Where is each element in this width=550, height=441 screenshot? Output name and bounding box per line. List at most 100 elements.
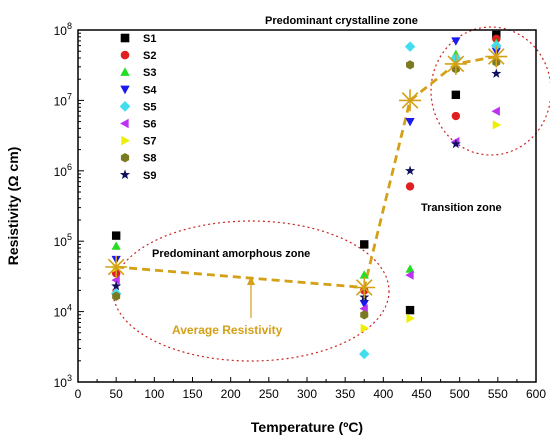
point-s7-2 [406,313,415,324]
x-axis-title: Temperature (ºC) [251,419,363,435]
y-axis-title: Resistivity (Ω cm) [5,147,21,266]
point-s5-2 [404,41,416,52]
average-point-4 [485,45,508,68]
y-tick-label: 108 [54,21,72,38]
point-s9-4 [491,68,502,78]
y-tick-label: 105 [54,232,72,249]
point-s1-1 [360,240,369,249]
legend-item-s2: S2 [120,50,156,62]
legend-label: S9 [143,170,156,182]
legend-item-s1: S1 [120,33,156,45]
y-axis: 103 104 105 106 107 108 [54,21,84,390]
average-point-3 [444,52,467,75]
point-s4-3 [451,37,461,46]
legend-marker-s8 [120,152,130,163]
x-tick-label: 500 [450,387,470,401]
crystalline-zone-ellipse [430,26,550,156]
series-s4 [111,37,501,309]
point-s9-2 [405,165,416,176]
legend-marker-s4 [120,85,130,95]
series-s8 [112,57,501,320]
x-tick-label: 50 [109,387,123,401]
x-tick-label: 550 [488,387,508,401]
amorphous-zone-ellipse [112,220,390,362]
average-arrow-head [247,276,255,285]
average-point-1 [353,276,376,299]
x-tick-label: 200 [221,387,241,401]
legend-marker-s9 [119,169,131,180]
legend-item-s3: S3 [120,67,156,79]
plot-area [105,30,508,360]
crystalline-zone-label: Predominant crystalline zone [265,15,418,27]
legend-item-s7: S7 [121,136,156,148]
legend: S1 S2 S3 S4 S5 S6 S7 S8 S9 [119,33,157,182]
point-s9-3 [450,138,461,149]
average-point-0 [105,256,128,279]
average-point-2 [399,89,422,112]
average-resistivity-label: Average Resistivity [172,323,283,337]
x-tick-label: 600 [526,387,546,401]
point-s4-2 [405,118,415,127]
legend-marker-s6 [120,118,129,129]
legend-item-s5: S5 [119,101,156,113]
legend-label: S5 [143,101,156,113]
legend-marker-s2 [120,50,130,60]
y-tick-label: 106 [54,162,72,179]
legend-label: S7 [143,136,156,148]
point-s1-0 [111,231,121,240]
point-s7-4 [492,120,502,130]
x-tick-label: 450 [411,387,431,401]
y-tick-label: 103 [54,373,72,390]
average-markers [105,45,508,299]
point-s6-2 [405,270,414,280]
x-tick-label: 300 [297,387,317,401]
point-s6-1 [359,304,368,314]
legend-marker-s1 [120,33,130,43]
series-s9 [111,68,502,302]
x-axis: 0 50 100 150 200 250 300 350 400 450 500 550 600 [75,377,546,401]
legend-label: S4 [143,84,157,96]
point-s3-2 [405,264,415,273]
point-s6-4 [491,106,500,116]
legend-label: S6 [143,119,156,131]
point-s8-0 [112,291,121,301]
legend-item-s9: S9 [119,169,156,182]
point-s5-1 [359,348,370,360]
legend-marker-s3 [120,67,130,76]
legend-label: S3 [143,67,156,79]
point-s4-1 [359,300,369,309]
point-s6-0 [111,275,120,285]
point-s7-1 [360,323,370,333]
point-s3-1 [359,270,369,279]
y-tick-label: 104 [54,303,72,320]
transition-zone-label: Transition zone [421,202,502,214]
point-s1-3 [451,90,461,100]
legend-item-s8: S8 [120,152,156,165]
legend-label: S1 [143,33,156,45]
average-resistivity-line [116,55,497,289]
legend-marker-s5 [119,101,131,112]
point-s1-2 [405,305,415,315]
point-s3-0 [111,241,121,250]
series-s5 [110,40,502,360]
legend-item-s6: S6 [120,119,156,131]
y-tick-label: 107 [54,91,72,108]
legend-label: S8 [143,153,156,165]
point-s8-1 [360,310,369,320]
legend-marker-s7 [121,135,130,146]
point-s9-0 [111,280,122,291]
legend-item-s4: S4 [120,84,157,96]
series-s7 [112,62,502,333]
x-tick-label: 350 [335,387,355,401]
x-tick-label: 400 [373,387,393,401]
zone-ellipses [112,26,550,362]
point-s2-2 [405,182,415,191]
legend-label: S2 [143,50,156,62]
amorphous-zone-label: Predominant amorphous zone [152,248,310,260]
x-tick-label: 0 [75,387,82,401]
point-s2-3 [451,111,461,121]
x-tick-label: 250 [259,387,279,401]
x-tick-label: 150 [182,387,202,401]
x-tick-label: 100 [144,387,164,401]
